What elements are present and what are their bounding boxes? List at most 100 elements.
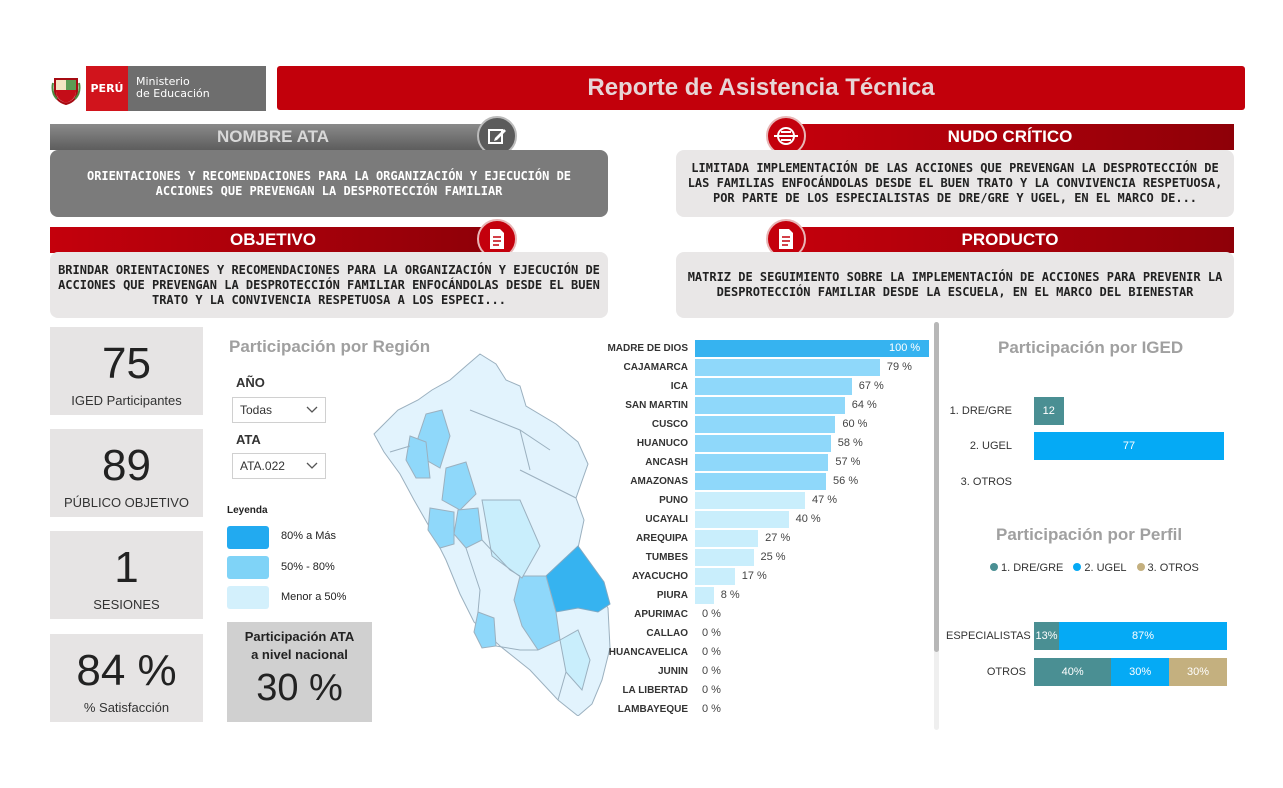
perfil-segment[interactable]: 40% (1034, 658, 1112, 686)
region-bar-label: JUNIN (657, 666, 688, 677)
region-bar[interactable] (695, 568, 735, 585)
legend-item-otros[interactable]: 3. OTROS (1136, 562, 1199, 574)
peru-label: PERÚ (86, 66, 128, 111)
kpi-value: 89 (102, 441, 151, 490)
kpi-satisfaccion: 84 % % Satisfacción (50, 634, 203, 722)
map-region-ica (473, 611, 497, 649)
perfil-segment[interactable]: 30% (1111, 658, 1170, 686)
kpi-value: 1 (114, 543, 139, 592)
coat-of-arms-icon (46, 66, 86, 111)
legend-label-ugel: 2. UGEL (1084, 562, 1127, 574)
region-bar-value: 57 % (835, 456, 861, 468)
chart-scrollbar-thumb[interactable] (934, 322, 939, 652)
peru-map[interactable] (370, 350, 620, 716)
region-bar-value: 56 % (833, 475, 859, 487)
legend-item-dre[interactable]: 1. DRE/GRE (990, 562, 1063, 574)
kpi-label: % Satisfacción (83, 700, 170, 715)
objetivo-text: BRINDAR ORIENTACIONES Y RECOMENDACIONES … (50, 252, 608, 318)
national-participation: Participación ATA a nivel nacional 30 % (227, 622, 372, 722)
kpi-sesiones: 1 SESIONES (50, 531, 203, 619)
perfil-segment[interactable]: 30% (1169, 658, 1227, 686)
map-region-huanuco (453, 507, 483, 549)
perfil-legend: 1. DRE/GRE 2. UGEL 3. OTROS (990, 562, 1199, 574)
ata-filter-label: ATA (236, 432, 261, 447)
legend-swatch-low (227, 586, 269, 609)
iged-chart-title: Participación por IGED (998, 338, 1184, 357)
chevron-down-icon (306, 459, 318, 473)
nombre-ata-text: ORIENTACIONES Y RECOMENDACIONES PARA LA … (50, 150, 608, 217)
map-region-ancash (427, 507, 455, 549)
ata-filter-select[interactable]: ATA.022 (232, 453, 326, 479)
region-bar-label: AYACUCHO (632, 571, 688, 582)
national-title-1: Participación ATA (244, 629, 355, 644)
map-region-ucayali (481, 499, 541, 579)
iged-bar-label: 3. OTROS (960, 476, 1012, 488)
legend-label-mid: 50% - 80% (281, 561, 335, 573)
iged-bar[interactable]: 12 (1034, 397, 1064, 425)
region-bar[interactable] (695, 340, 929, 357)
region-bar-label: HUANCAVELICA (608, 647, 688, 658)
iged-bar[interactable]: 77 (1034, 432, 1224, 460)
region-bar[interactable] (695, 492, 805, 509)
ministry-line-1: Ministerio (136, 75, 190, 88)
year-filter-select[interactable]: Todas (232, 397, 326, 423)
page-title: Reporte de Asistencia Técnica (277, 66, 1245, 110)
nudo-critico-text: LIMITADA IMPLEMENTACIÓN DE LAS ACCIONES … (676, 150, 1234, 217)
region-bar-value: 47 % (811, 494, 838, 506)
region-bar-label: ANCASH (645, 457, 688, 468)
objetivo-header: OBJETIVO (50, 227, 496, 253)
year-filter-label: AÑO (236, 375, 265, 390)
region-bar[interactable] (695, 378, 852, 395)
region-bar[interactable] (695, 435, 831, 452)
region-bar-label: MADRE DE DIOS (607, 343, 688, 354)
region-bar[interactable] (695, 549, 754, 566)
region-bar-value: 58 % (837, 437, 863, 449)
ministry-name: Ministerio de Educación (128, 66, 266, 111)
producto-title: PRODUCTO (961, 230, 1059, 249)
region-bar[interactable] (695, 416, 836, 433)
region-bar-value: 64 % (851, 399, 877, 411)
perfil-segment[interactable]: 87% (1059, 622, 1227, 650)
region-bar-value: 79 % (886, 361, 912, 373)
region-bar-label: ICA (670, 381, 688, 392)
legend-label-otros: 3. OTROS (1147, 562, 1199, 574)
region-bar-label: LAMBAYEQUE (617, 704, 688, 715)
perfil-segment[interactable]: 13% (1034, 622, 1060, 650)
region-bar[interactable] (695, 473, 827, 490)
region-bar[interactable] (695, 511, 789, 528)
region-bar-label: PUNO (659, 495, 688, 506)
legend-item-ugel[interactable]: 2. UGEL (1073, 562, 1127, 574)
producto-header: PRODUCTO (786, 227, 1234, 253)
region-bar-value: 67 % (858, 380, 884, 392)
map-region-cajamarca (405, 435, 431, 479)
national-value: 30 % (256, 667, 343, 709)
region-bar-label: UCAYALI (645, 514, 688, 525)
kpi-value: 84 % (76, 646, 177, 695)
region-bar-label: PIURA (656, 590, 688, 601)
region-bar-label: TUMBES (645, 552, 688, 563)
region-bar-value: 0 % (702, 608, 721, 620)
region-bar[interactable] (695, 530, 759, 547)
region-bar-label: SAN MARTIN (625, 400, 688, 411)
national-title-2: a nivel nacional (251, 647, 348, 662)
region-bar-label: HUANUCO (636, 438, 688, 449)
region-bar-value: 0 % (702, 665, 721, 677)
region-chart-title: Participación por Región (229, 337, 431, 356)
kpi-label: IGED Participantes (71, 393, 182, 408)
ministry-logo: PERÚ Ministerio de Educación (46, 66, 266, 111)
region-bar-label: CUSCO (651, 419, 688, 430)
region-bar-label: CALLAO (646, 628, 688, 639)
region-bar[interactable] (695, 454, 829, 471)
region-bar-value: 25 % (760, 551, 786, 563)
map-region-cusco (513, 575, 561, 651)
legend-swatch-mid (227, 556, 269, 579)
kpi-publico-objetivo: 89 PÚBLICO OBJETIVO (50, 429, 203, 517)
map-region-divisions (389, 409, 577, 701)
ministry-line-2: de Educación (136, 87, 210, 100)
legend-label-dre: 1. DRE/GRE (1001, 562, 1064, 574)
region-bar[interactable] (695, 397, 845, 414)
region-bar-label: AMAZONAS (630, 476, 688, 487)
region-bar[interactable] (695, 359, 880, 376)
region-bar[interactable] (695, 587, 714, 604)
map-region-san-martin (441, 461, 477, 511)
